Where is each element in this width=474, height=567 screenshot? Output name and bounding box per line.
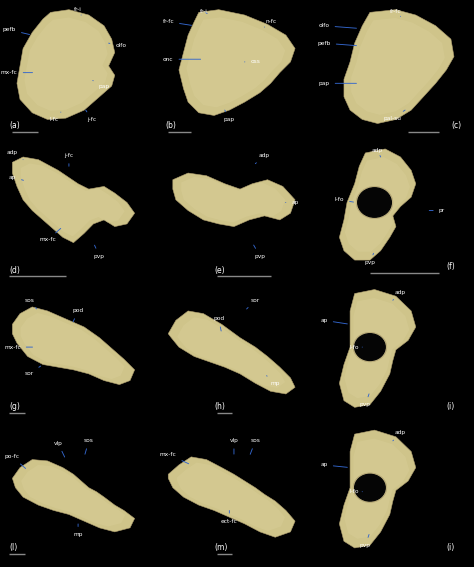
Text: (a): (a): [9, 121, 20, 130]
Text: pvp: pvp: [94, 245, 105, 259]
Text: pal-su: pal-su: [384, 110, 405, 121]
Polygon shape: [181, 177, 285, 222]
Text: vlp: vlp: [229, 438, 238, 454]
Text: olfo: olfo: [109, 43, 127, 48]
Polygon shape: [351, 18, 445, 115]
Polygon shape: [339, 290, 416, 407]
Text: pod: pod: [213, 316, 224, 331]
Text: olfo: olfo: [319, 23, 356, 28]
Text: adp: adp: [7, 150, 23, 160]
Text: vlp: vlp: [54, 441, 64, 457]
Text: pap: pap: [224, 110, 235, 122]
Polygon shape: [21, 313, 125, 379]
Polygon shape: [339, 430, 416, 548]
Polygon shape: [344, 439, 409, 539]
Text: ap: ap: [320, 318, 347, 324]
Polygon shape: [12, 460, 135, 532]
Text: mx-fc: mx-fc: [4, 345, 33, 350]
Polygon shape: [12, 157, 135, 243]
Text: sos: sos: [84, 438, 94, 454]
Text: mp: mp: [266, 376, 280, 386]
Text: mx-fc: mx-fc: [160, 452, 189, 464]
Polygon shape: [344, 10, 454, 124]
Text: (i): (i): [447, 543, 455, 552]
Circle shape: [358, 188, 392, 217]
Polygon shape: [25, 18, 108, 111]
Text: pr: pr: [429, 208, 445, 213]
Text: ect-fc: ect-fc: [221, 510, 238, 524]
Text: ap: ap: [286, 200, 299, 205]
Text: onc: onc: [163, 57, 201, 62]
Text: pvp: pvp: [360, 394, 371, 407]
Text: j-fc: j-fc: [64, 153, 73, 166]
Text: adp: adp: [372, 148, 383, 157]
Text: mp: mp: [73, 524, 83, 537]
Text: fr-fc: fr-fc: [163, 19, 191, 26]
Text: l-fo: l-fo: [350, 489, 362, 494]
Text: pefb: pefb: [318, 41, 356, 46]
Text: (m): (m): [214, 543, 228, 552]
Text: sor: sor: [246, 298, 260, 309]
Text: l-fc: l-fc: [49, 112, 61, 122]
Polygon shape: [21, 465, 125, 526]
Text: (g): (g): [9, 403, 20, 412]
Text: (l): (l): [9, 543, 18, 552]
Text: pap: pap: [93, 81, 109, 88]
Polygon shape: [173, 173, 295, 227]
Text: mx-fc: mx-fc: [39, 229, 61, 243]
Polygon shape: [345, 157, 410, 252]
Text: adp: adp: [393, 290, 406, 301]
Text: pvp: pvp: [365, 253, 375, 265]
Text: (h): (h): [214, 403, 225, 412]
Text: adp: adp: [255, 153, 270, 164]
Text: sos: sos: [24, 298, 36, 309]
Text: sor: sor: [25, 366, 41, 376]
Text: oss: oss: [245, 60, 260, 65]
Text: (d): (d): [9, 266, 20, 275]
Text: mx-fc: mx-fc: [1, 70, 33, 75]
Text: fr-fc: fr-fc: [390, 9, 402, 16]
Circle shape: [355, 334, 385, 361]
Polygon shape: [12, 307, 135, 384]
Polygon shape: [168, 457, 295, 537]
Text: pvp: pvp: [360, 535, 371, 548]
Text: l-fo: l-fo: [350, 345, 362, 350]
Text: pefb: pefb: [3, 27, 29, 35]
Polygon shape: [177, 463, 285, 531]
Text: sos: sos: [250, 438, 260, 454]
Text: (i): (i): [447, 403, 455, 412]
Polygon shape: [179, 10, 295, 116]
Text: fr-i: fr-i: [74, 7, 82, 15]
Text: l-fo: l-fo: [335, 197, 354, 202]
Text: (e): (e): [214, 266, 225, 275]
Circle shape: [355, 475, 385, 501]
Text: pap: pap: [319, 81, 356, 86]
Text: pvp: pvp: [254, 245, 265, 259]
Polygon shape: [17, 10, 115, 120]
Text: (c): (c): [451, 121, 461, 130]
Polygon shape: [21, 163, 125, 236]
Text: (f): (f): [447, 262, 455, 271]
Polygon shape: [177, 318, 285, 388]
Text: n-fc: n-fc: [264, 19, 276, 27]
Polygon shape: [339, 149, 416, 260]
Text: adp: adp: [393, 430, 406, 441]
Text: j-fc: j-fc: [86, 110, 96, 122]
Polygon shape: [186, 18, 285, 107]
Polygon shape: [344, 298, 409, 398]
Polygon shape: [168, 311, 295, 394]
Text: po-fc: po-fc: [5, 454, 26, 468]
Text: ap: ap: [320, 463, 347, 467]
Text: fr-i: fr-i: [200, 9, 207, 14]
Text: ap: ap: [9, 175, 24, 180]
Text: pod: pod: [73, 308, 83, 322]
Text: (b): (b): [165, 121, 176, 130]
